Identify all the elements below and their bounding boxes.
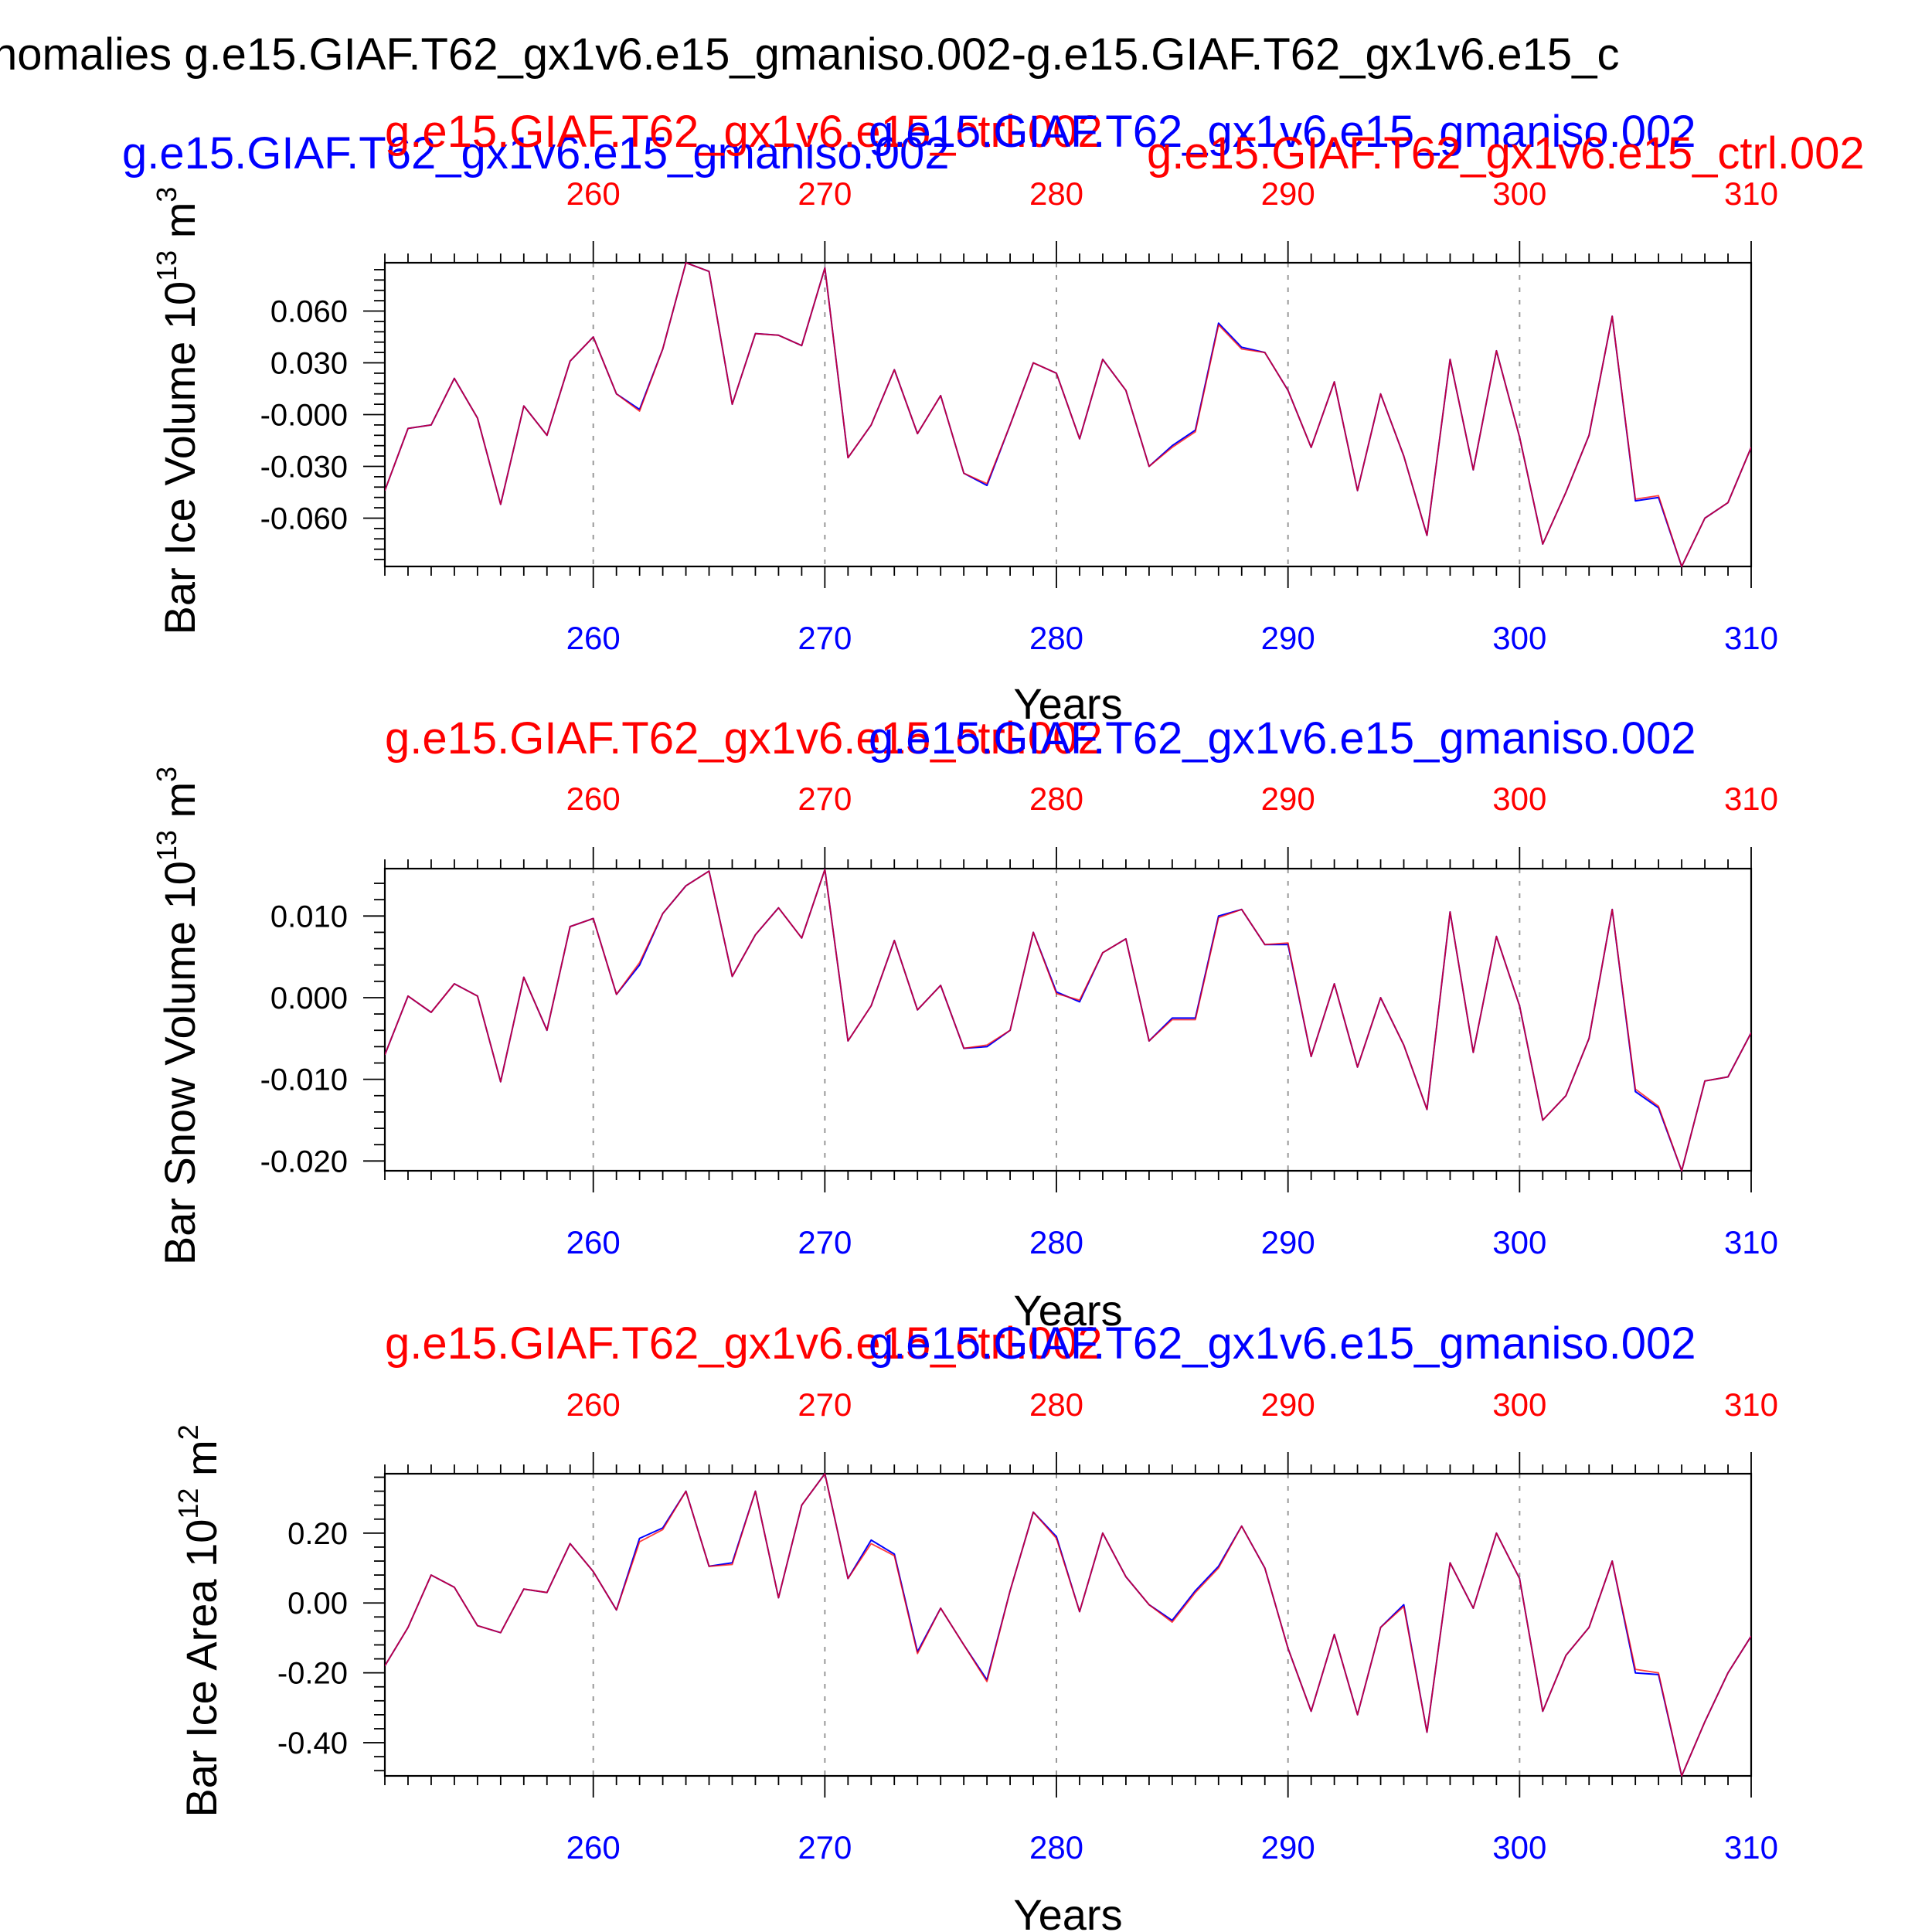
x-tick-label-bottom: 270	[798, 620, 852, 656]
x-tick-label-bottom: 310	[1724, 620, 1778, 656]
x-tick-label-top: 270	[798, 1386, 852, 1423]
y-tick-label: -0.20	[277, 1657, 348, 1691]
run-title-red: g.e15.GIAF.T62_gx1v6.e15_ctrl.002	[385, 713, 1103, 764]
run-title-red: g.e15.GIAF.T62_gx1v6.e15_ctrl.002	[385, 1318, 1103, 1369]
x-tick-label-top: 280	[1029, 175, 1083, 212]
x-tick-label-top: 260	[566, 175, 621, 212]
run-title-blue: g.e15.GIAF.T62_gx1v6.e15_gmaniso.002	[869, 713, 1696, 764]
x-tick-label-bottom: 300	[1492, 1224, 1546, 1260]
x-tick-label-top: 300	[1492, 1386, 1546, 1423]
x-tick-label-top: 310	[1724, 781, 1778, 817]
plot-frame	[383, 867, 1753, 1172]
series-line-red	[385, 262, 1751, 567]
x-tick-label-bottom: 270	[798, 1224, 852, 1260]
x-tick-label-bottom: 260	[566, 1829, 621, 1866]
x-tick-label-bottom: 290	[1261, 1829, 1315, 1866]
x-tick-label-top: 290	[1261, 175, 1315, 212]
run-title-red-right: g.e15.GIAF.T62_gx1v6.e15_ctrl.002	[1147, 128, 1865, 179]
x-tick-label-top: 310	[1724, 175, 1778, 212]
x-tick-label-bottom: 260	[566, 1224, 621, 1260]
run-title-blue: g.e15.GIAF.T62_gx1v6.e15_gmaniso.002	[869, 107, 1696, 157]
y-tick-label: -0.020	[260, 1145, 348, 1179]
x-tick-label-bottom: 280	[1029, 620, 1083, 656]
x-tick-label-bottom: 310	[1724, 1829, 1778, 1866]
series-line-red	[385, 1473, 1751, 1777]
x-axis-label: Years	[1013, 1286, 1122, 1335]
y-axis-label: Bar Ice Volume 1013 m3	[151, 187, 204, 635]
x-tick-label-top: 260	[566, 1386, 621, 1423]
y-tick-label: 0.030	[270, 347, 348, 381]
x-tick-label-top: 280	[1029, 1386, 1083, 1423]
x-tick-label-top: 300	[1492, 781, 1546, 817]
y-tick-label: -0.010	[260, 1063, 348, 1097]
x-tick-label-top: 270	[798, 175, 852, 212]
x-axis-label: Years	[1013, 1890, 1122, 1932]
y-tick-label: -0.060	[260, 502, 348, 536]
x-tick-label-bottom: 290	[1261, 1224, 1315, 1260]
x-tick-label-top: 280	[1029, 781, 1083, 817]
run-title-red: g.e15.GIAF.T62_gx1v6.e15_ctrl.002	[385, 107, 1103, 157]
x-tick-label-bottom: 310	[1724, 1224, 1778, 1260]
y-tick-label: -0.000	[260, 399, 348, 433]
panel-3: 0.20 0.00 -0.20 -0.40 260 260 270 270 280 280 290 2…	[172, 1318, 1778, 1932]
x-tick-label-bottom: 260	[566, 620, 621, 656]
x-tick-label-bottom: 280	[1029, 1224, 1083, 1260]
panel-1: 0.060 0.030 -0.000 -0.030 -0.060 260 260 270 270…	[122, 107, 1865, 728]
y-tick-label: 0.010	[270, 900, 348, 934]
x-tick-label-bottom: 300	[1492, 620, 1546, 656]
y-tick-label: 0.00	[287, 1587, 348, 1621]
plot-frame	[383, 1472, 1753, 1777]
x-tick-label-bottom: 270	[798, 1829, 852, 1866]
y-axis-label: Bar Snow Volume 1013 m3	[151, 767, 204, 1265]
run-title-blue-left: g.e15.GIAF.T62_gx1v6.e15_gmaniso.002	[122, 128, 950, 179]
x-axis-label: Years	[1013, 679, 1122, 728]
x-tick-label-bottom: 300	[1492, 1829, 1546, 1866]
x-tick-label-top: 270	[798, 781, 852, 817]
series-line-blue	[385, 869, 1751, 1172]
x-tick-label-top: 260	[566, 781, 621, 817]
y-tick-label: -0.030	[260, 450, 348, 484]
y-tick-label: 0.060	[270, 295, 348, 329]
y-tick-label: 0.000	[270, 981, 348, 1015]
x-tick-label-bottom: 290	[1261, 620, 1315, 656]
plot-frame	[383, 261, 1753, 568]
series-line-blue	[385, 1473, 1751, 1777]
y-axis-label: Bar Ice Area 1012 m2	[172, 1424, 226, 1817]
series-line-blue	[385, 262, 1751, 567]
x-tick-label-top: 300	[1492, 175, 1546, 212]
y-tick-label: 0.20	[287, 1517, 348, 1551]
x-tick-label-top: 290	[1261, 1386, 1315, 1423]
x-tick-label-top: 310	[1724, 1386, 1778, 1423]
panel-2: 0.010 0.000 -0.010 -0.020 260 260 270 270 280 280…	[151, 713, 1778, 1335]
run-title-blue: g.e15.GIAF.T62_gx1v6.e15_gmaniso.002	[869, 1318, 1696, 1369]
series-line-red	[385, 869, 1751, 1172]
x-tick-label-bottom: 280	[1029, 1829, 1083, 1866]
y-tick-label: -0.40	[277, 1726, 348, 1760]
x-tick-label-top: 290	[1261, 781, 1315, 817]
figure-title: nomalies g.e15.GIAF.T62_gx1v6.e15_gmanis…	[0, 29, 1619, 80]
